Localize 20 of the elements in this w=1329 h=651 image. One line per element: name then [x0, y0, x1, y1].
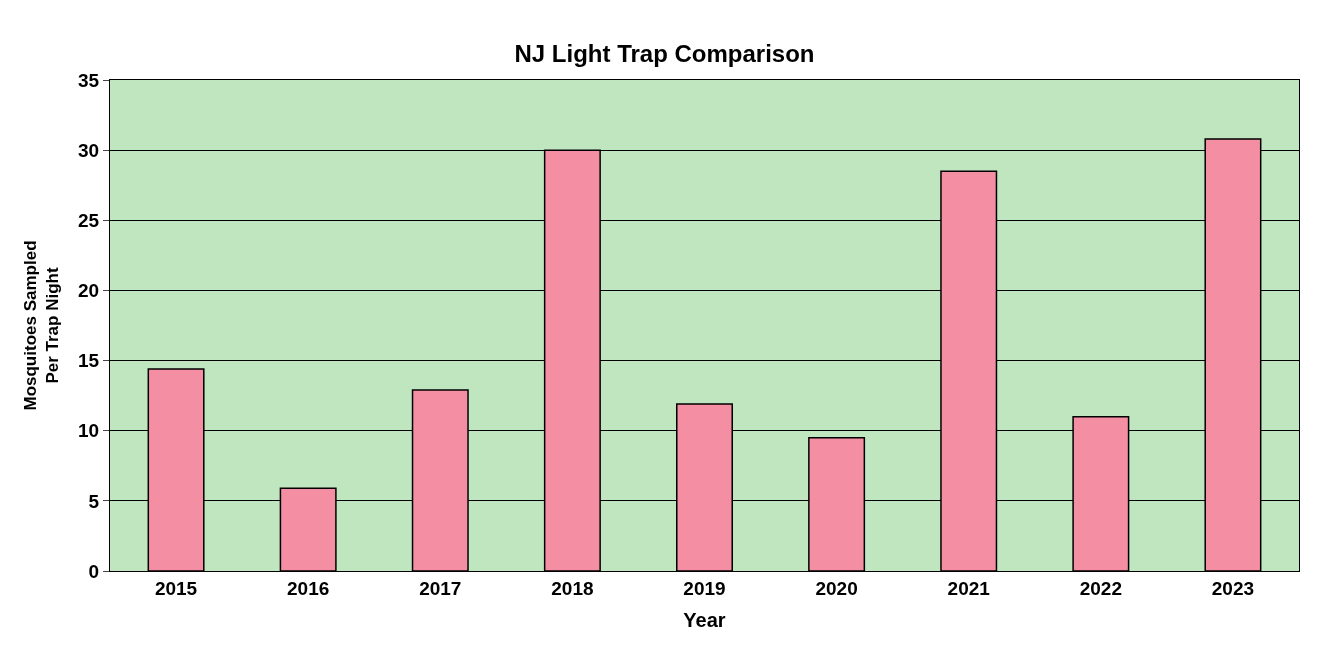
y-tick-label: 10	[78, 420, 100, 442]
chart-title: NJ Light Trap Comparison	[514, 40, 815, 68]
x-tick-label: 2020	[815, 577, 858, 599]
x-axis-title: Year	[683, 609, 726, 632]
y-tick-label: 0	[88, 560, 100, 582]
y-tick-label: 20	[78, 280, 100, 302]
x-tick-label: 2021	[947, 577, 991, 599]
x-tick-label: 2018	[551, 577, 594, 599]
y-tick-label: 15	[78, 350, 100, 372]
y-tick-label: 30	[78, 139, 100, 161]
y-tick-label: 25	[78, 209, 100, 231]
x-tick-label: 2015	[154, 577, 198, 599]
x-tick-label: 2022	[1079, 577, 1122, 599]
y-axis-title: Mosquitoes Sampled Per Trap Night	[20, 240, 62, 411]
x-tick-label: 2019	[683, 577, 726, 599]
x-tick-label: 2017	[419, 577, 462, 599]
x-tick-label: 2023	[1211, 577, 1255, 599]
y-tick-label: 5	[88, 490, 100, 512]
y-tick-label: 35	[78, 69, 100, 91]
x-tick-label: 2016	[287, 577, 330, 599]
